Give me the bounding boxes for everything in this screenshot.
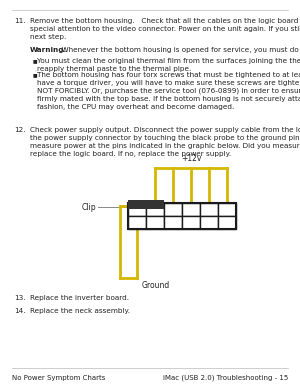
Bar [218,203,236,216]
Bar [182,203,200,216]
Text: ■: ■ [33,72,38,77]
Bar [218,216,236,229]
Text: Warning:: Warning: [30,47,68,53]
Bar [182,216,200,229]
Text: No Power Symptom Charts: No Power Symptom Charts [12,375,105,381]
Text: The bottom housing has four torx screws that must be tightened to at least 17 in: The bottom housing has four torx screws … [37,72,300,111]
Text: Remove the bottom housing.   Check that all the cables on the logic board are se: Remove the bottom housing. Check that al… [30,18,300,40]
Text: Replace the neck assembly.: Replace the neck assembly. [30,308,130,314]
Text: Ground: Ground [142,281,170,290]
Bar [164,216,182,229]
Bar [200,203,218,216]
Bar [128,203,146,216]
Text: ■: ■ [33,58,38,63]
Text: You must clean the original thermal film from the surfaces joining the thermal i: You must clean the original thermal film… [37,58,300,72]
Text: Clip: Clip [81,203,96,211]
Bar [128,200,164,210]
Bar [128,216,146,229]
Text: 12.: 12. [14,127,26,133]
Bar [128,203,236,229]
Text: +12v: +12v [181,154,201,163]
Bar [146,216,164,229]
Text: Replace the inverter board.: Replace the inverter board. [30,295,129,301]
Bar [164,203,182,216]
Text: 14.: 14. [14,308,26,314]
Text: Whenever the bottom housing is opened for service, you must do two things:: Whenever the bottom housing is opened fo… [57,47,300,53]
Text: Check power supply output. Disconnect the power supply cable from the logic boar: Check power supply output. Disconnect th… [30,127,300,157]
Bar [200,216,218,229]
Text: 13.: 13. [14,295,26,301]
Text: 11.: 11. [14,18,26,24]
Bar [146,203,164,216]
Text: iMac (USB 2.0) Troubleshooting - 15: iMac (USB 2.0) Troubleshooting - 15 [163,375,288,381]
